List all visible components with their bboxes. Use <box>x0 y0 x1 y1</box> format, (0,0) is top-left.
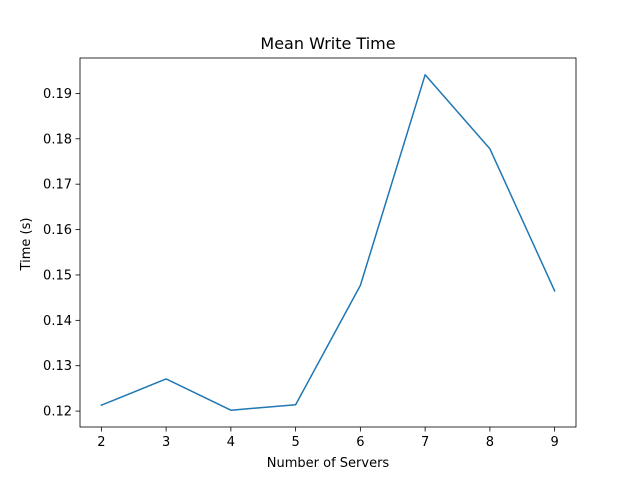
y-axis-label: Time (s) <box>19 218 34 272</box>
y-tick-label-2: 0.14 <box>43 314 72 329</box>
series-line-0 <box>100 74 556 411</box>
axes-frame <box>79 57 577 428</box>
x-tick-label-2: 2 <box>97 435 105 450</box>
x-tick-label-7: 7 <box>421 435 429 450</box>
x-tick-label-4: 4 <box>227 435 235 450</box>
chart-title: Mean Write Time <box>260 34 395 53</box>
y-tick-label-7: 0.19 <box>43 87 72 102</box>
plot-area: 2 3 4 5 6 7 8 9 0.12 0.13 0.14 0.15 0.16 0.17 0.18 0.19 <box>43 57 577 450</box>
x-tick-label-3: 3 <box>162 435 170 450</box>
x-axis-label: Number of Servers <box>267 456 390 471</box>
y-tick-label-0: 0.12 <box>43 405 72 420</box>
x-tick-label-8: 8 <box>486 435 494 450</box>
x-tick-label-6: 6 <box>356 435 364 450</box>
y-tick-label-1: 0.13 <box>43 359 72 374</box>
x-tick-label-9: 9 <box>550 435 558 450</box>
y-tick-label-3: 0.15 <box>43 268 72 283</box>
y-tick-label-6: 0.18 <box>43 132 72 147</box>
y-tick-label-4: 0.16 <box>43 223 72 238</box>
x-tick-label-5: 5 <box>291 435 299 450</box>
y-tick-label-5: 0.17 <box>43 178 72 193</box>
